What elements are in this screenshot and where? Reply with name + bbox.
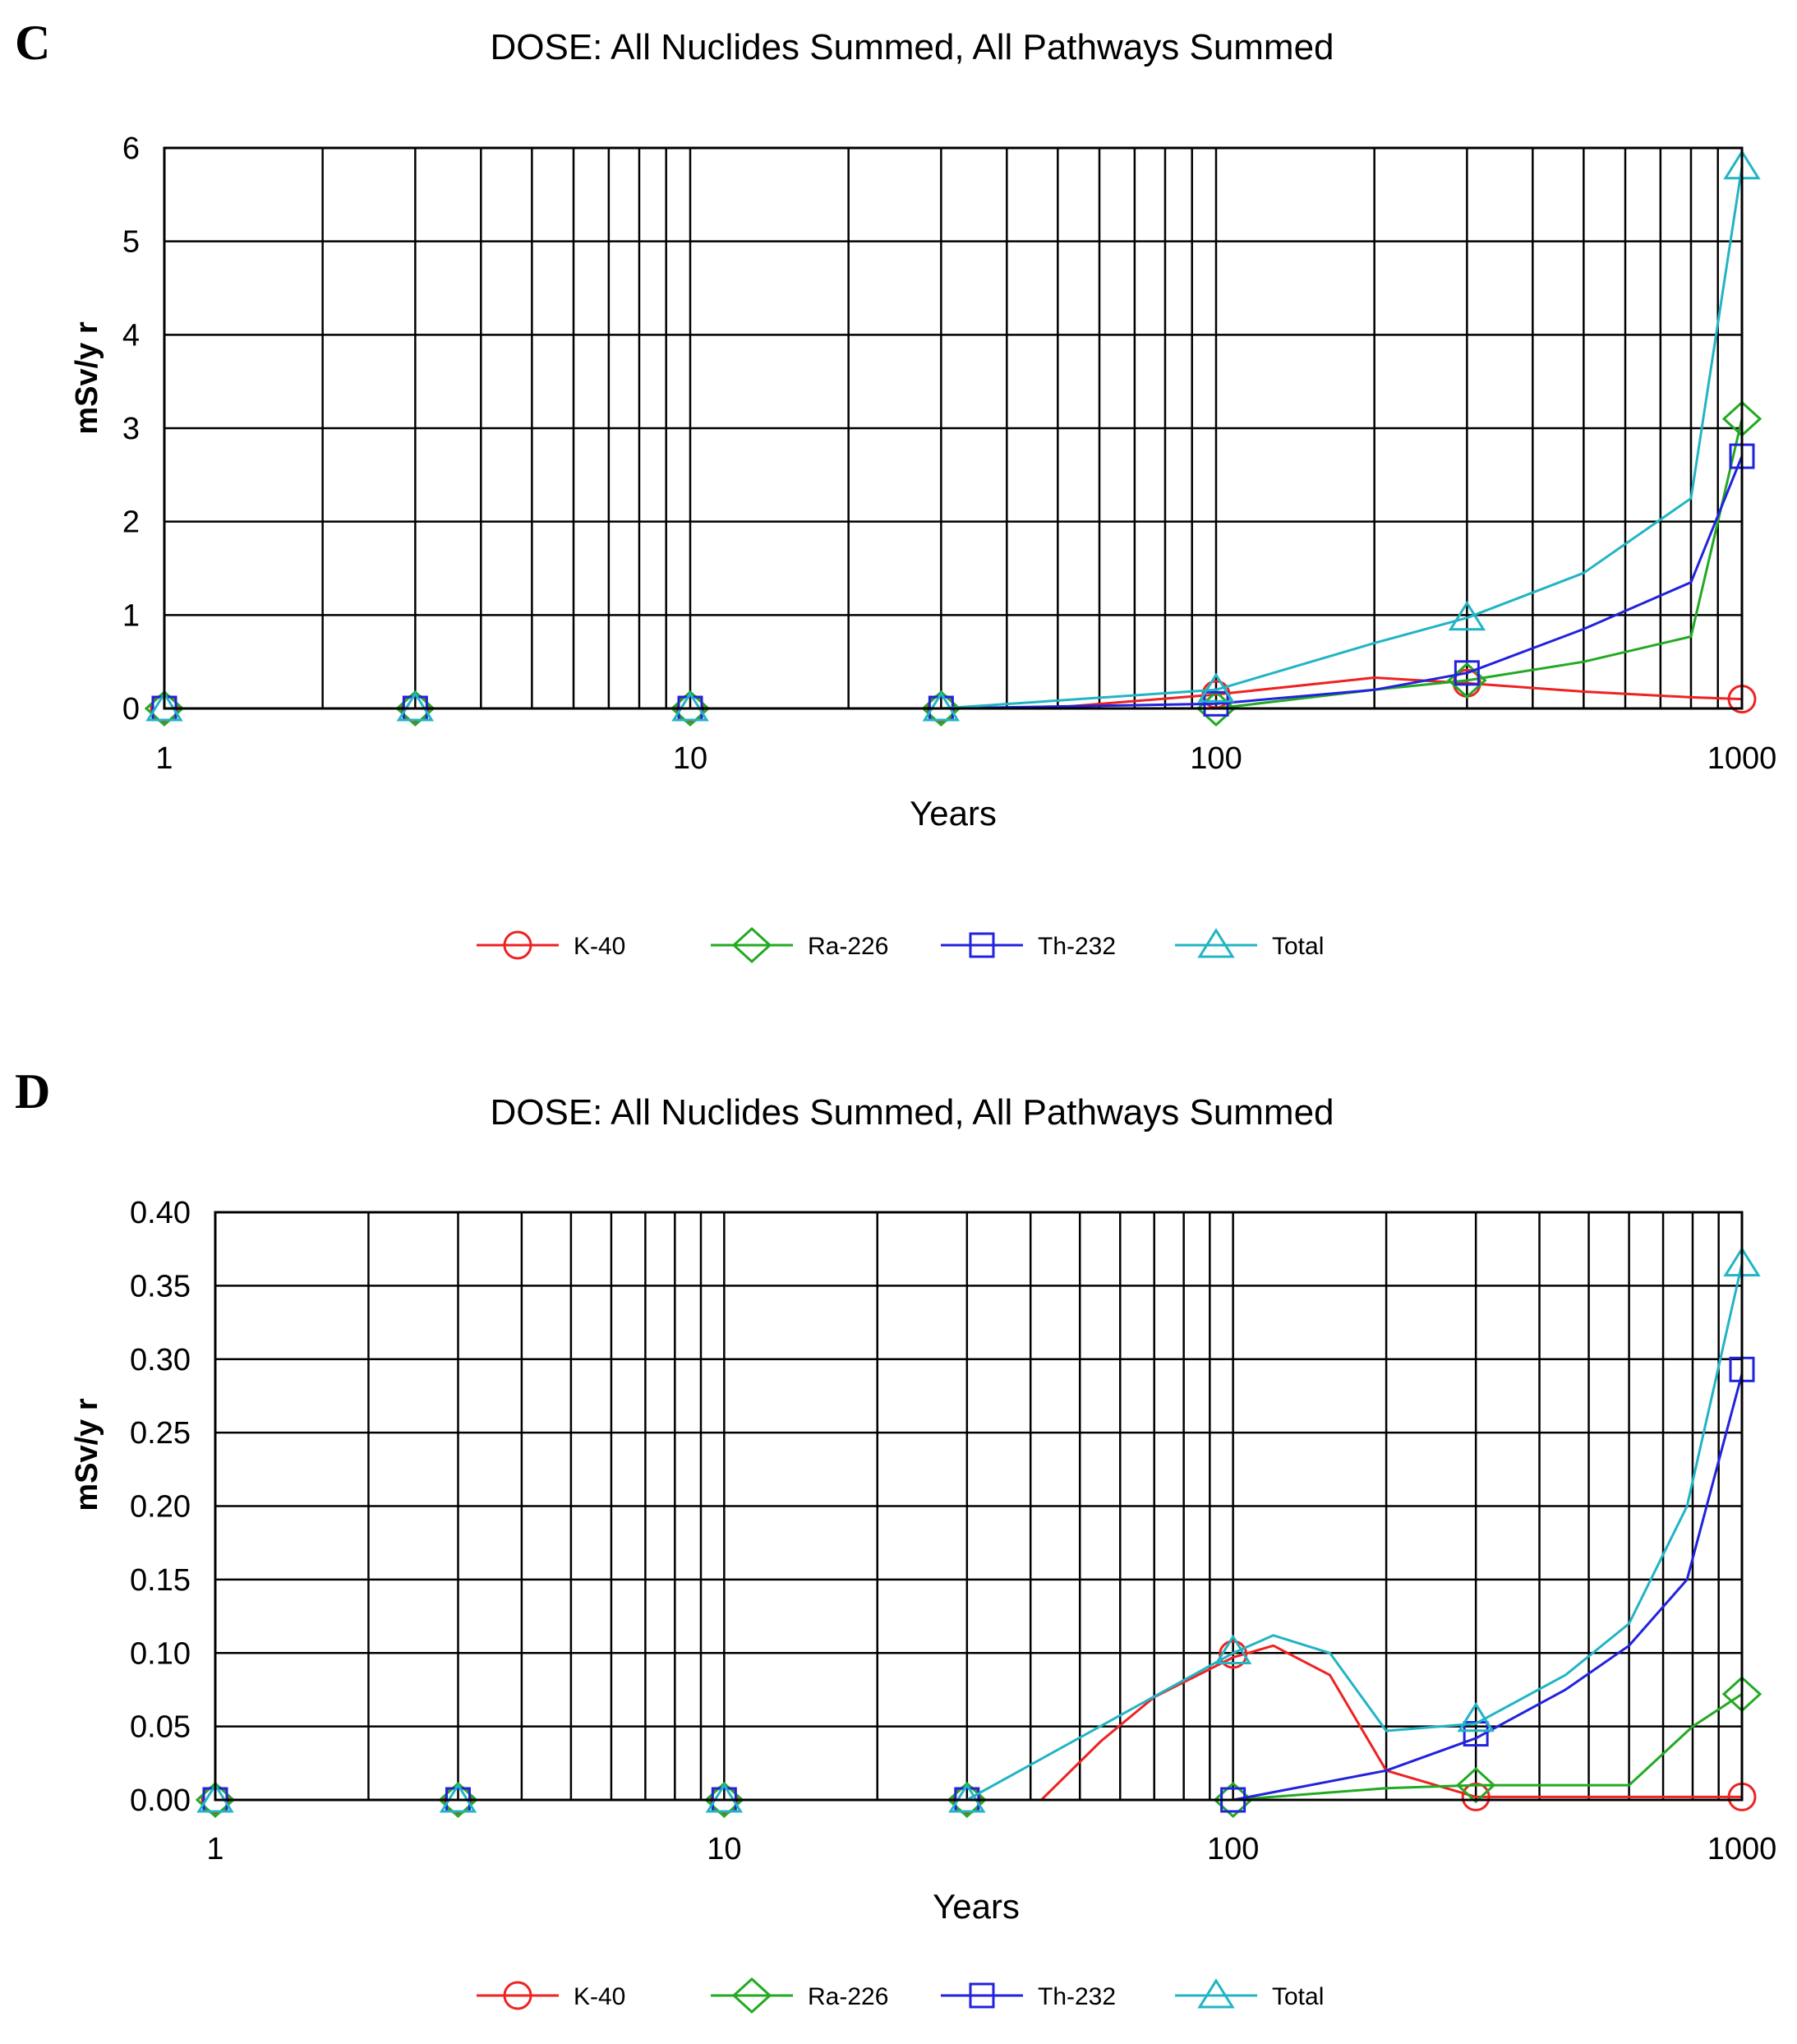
legend-label-k-40: K-40 (574, 933, 625, 960)
series-d (195, 1246, 1762, 1819)
x-tick-label: 1 (206, 1832, 223, 1866)
grid-d (215, 1211, 1742, 1802)
y-tick-label: 0 (122, 692, 140, 727)
y-tick-label: 0.05 (130, 1710, 191, 1745)
legend-marker-th-232 (969, 932, 995, 958)
legend-marker-k-40 (503, 930, 532, 960)
x-tick-label: 1 (155, 741, 173, 776)
legend-label-th-232: Th-232 (1038, 1983, 1116, 2010)
y-tick-label: 0.25 (130, 1416, 191, 1451)
marker-total (1197, 672, 1235, 703)
series-line-th-232 (215, 1373, 1744, 1802)
x-tick-label: 100 (1207, 1832, 1259, 1866)
y-tick-label: 0.15 (130, 1563, 191, 1598)
y-tick-label: 0.40 (130, 1196, 191, 1230)
chart-title-c: DOSE: All Nuclides Summed, All Pathways … (490, 27, 1334, 67)
x-axis-title-c: Years (910, 794, 997, 833)
y-tick-label: 0.00 (130, 1783, 191, 1818)
marker-total (671, 691, 709, 722)
marker-total (1448, 600, 1486, 631)
y-tick-label: 5 (122, 225, 140, 260)
y-tick-label: 0.30 (130, 1343, 191, 1377)
y-tick-label: 4 (122, 318, 140, 353)
marker-total (396, 691, 435, 722)
legend-marker-total (1197, 1978, 1235, 2009)
marker-total (1214, 1634, 1252, 1664)
y-tick-label: 2 (122, 505, 140, 540)
series-c (144, 149, 1762, 727)
legend-marker-th-232 (969, 1982, 995, 2009)
series-line-ra-226 (164, 418, 1744, 710)
x-tick-labels-d: 1 10 100 1000 (206, 1832, 1776, 1866)
legend-marker-total (1197, 928, 1235, 958)
legend-label-k-40: K-40 (574, 1983, 625, 2010)
chart-title-d: DOSE: All Nuclides Summed, All Pathways … (490, 1092, 1334, 1133)
legend-marker-ra-226 (731, 1977, 772, 2014)
marker-total (145, 691, 183, 722)
panel-letter-d: D (15, 1064, 50, 1119)
x-tick-label: 1000 (1707, 741, 1777, 776)
series-line-ra-226 (215, 1693, 1743, 1802)
series-line-k-40 (215, 1644, 1742, 1802)
marker-ra-226 (1455, 1767, 1496, 1804)
marker-k-40 (1219, 1640, 1248, 1669)
plot-area-c (163, 146, 1744, 710)
marker-total (439, 1783, 477, 1813)
panel-c: C DOSE: All Nuclides Summed, All Pathway… (15, 16, 1776, 964)
legend-label-ra-226: Ra-226 (808, 1983, 888, 2010)
marker-total (948, 1783, 986, 1813)
legend-label-total: Total (1272, 933, 1324, 960)
y-tick-label: 0.20 (130, 1490, 191, 1525)
y-tick-labels-d: 0.00 0.05 0.10 0.15 0.20 0.25 0.30 0.35 0.40 (130, 1196, 191, 1818)
marker-k-40 (1461, 1782, 1491, 1811)
y-tick-label: 0.10 (130, 1636, 191, 1671)
panel-letter-c: C (15, 16, 50, 70)
series-line-th-232 (164, 455, 1744, 710)
plot-area-d (214, 1211, 1744, 1802)
y-tick-label: 6 (122, 131, 140, 166)
legend-label-total: Total (1272, 1983, 1324, 2010)
marker-th-232 (1203, 690, 1229, 717)
legend-d: K-40 Ra-226 Th-232 Total (477, 1977, 1324, 2014)
x-tick-labels-c: 1 10 100 1000 (155, 741, 1776, 776)
y-tick-labels-c: 0 1 2 3 4 5 6 (122, 131, 140, 727)
legend-c: K-40 Ra-226 Th-232 Total (477, 926, 1324, 964)
y-axis-title-d: mSv/y r (70, 1398, 104, 1511)
marker-total (705, 1783, 744, 1813)
panel-d: D DOSE: All Nuclides Summed, All Pathway… (15, 1064, 1776, 2014)
legend-label-th-232: Th-232 (1038, 933, 1116, 960)
grid-c (164, 146, 1742, 710)
x-tick-label: 1000 (1707, 1832, 1777, 1866)
y-tick-label: 0.35 (130, 1269, 191, 1303)
legend-marker-k-40 (503, 1981, 532, 2010)
x-axis-title-d: Years (933, 1887, 1020, 1926)
y-tick-label: 3 (122, 412, 140, 446)
x-tick-label: 10 (673, 741, 707, 776)
y-axis-title-c: mSv/y r (70, 321, 104, 435)
legend-marker-ra-226 (731, 926, 772, 964)
marker-th-232 (1454, 660, 1480, 686)
legend-label-ra-226: Ra-226 (808, 933, 888, 960)
x-tick-label: 10 (707, 1832, 741, 1866)
marker-total (922, 691, 961, 722)
y-tick-label: 1 (122, 598, 140, 633)
series-line-total (164, 166, 1744, 710)
marker-total (1457, 1701, 1495, 1733)
x-tick-label: 100 (1190, 741, 1242, 776)
marker-total (196, 1783, 234, 1813)
